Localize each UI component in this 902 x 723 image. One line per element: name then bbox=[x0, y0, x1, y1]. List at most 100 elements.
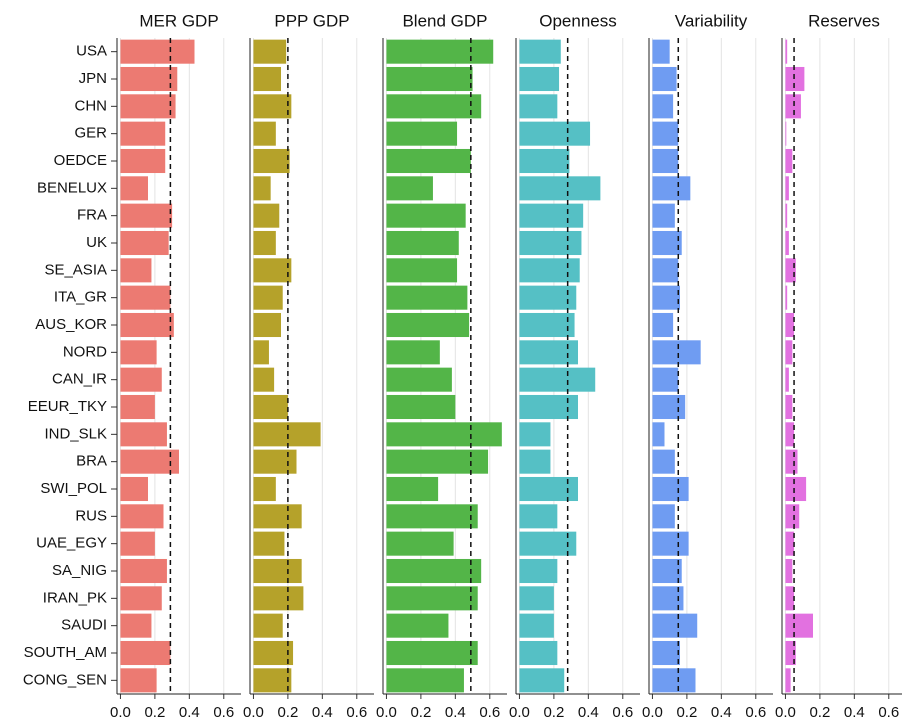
bar bbox=[785, 176, 789, 201]
bar bbox=[120, 39, 195, 64]
bar bbox=[386, 449, 489, 474]
x-tick-label: 0.0 bbox=[110, 704, 131, 721]
bar bbox=[519, 367, 596, 392]
bar bbox=[120, 422, 167, 447]
bar bbox=[519, 258, 580, 283]
bar bbox=[253, 258, 292, 283]
x-tick-label: 0.6 bbox=[479, 704, 500, 721]
y-tick-label: UK bbox=[86, 234, 107, 251]
bar bbox=[519, 39, 561, 64]
bar bbox=[785, 230, 789, 256]
y-tick-label: CAN_IR bbox=[52, 371, 107, 388]
bar bbox=[652, 531, 689, 556]
bar bbox=[120, 558, 167, 584]
bar bbox=[519, 203, 584, 228]
bar bbox=[785, 394, 793, 420]
bar bbox=[386, 394, 456, 420]
bar bbox=[386, 422, 502, 447]
bar bbox=[120, 258, 152, 283]
bar bbox=[386, 340, 440, 365]
bar bbox=[652, 121, 679, 146]
bar bbox=[652, 230, 682, 256]
bar bbox=[519, 394, 578, 420]
bar bbox=[652, 476, 689, 502]
bar bbox=[785, 640, 796, 666]
bar bbox=[652, 613, 698, 638]
bar bbox=[120, 531, 155, 556]
bar bbox=[253, 394, 288, 420]
bar bbox=[652, 394, 686, 420]
x-tick-label: 0.4 bbox=[711, 704, 732, 721]
bar bbox=[120, 586, 162, 611]
bar bbox=[386, 66, 473, 92]
bar bbox=[519, 613, 554, 638]
bar bbox=[120, 203, 173, 228]
bar bbox=[120, 668, 157, 693]
bar bbox=[120, 504, 164, 529]
y-tick-label: NORD bbox=[63, 343, 107, 360]
bar bbox=[253, 94, 292, 119]
y-tick-label: AUS_KOR bbox=[35, 316, 107, 333]
bar bbox=[519, 586, 554, 611]
y-tick-label: IRAN_PK bbox=[43, 589, 107, 606]
bar bbox=[120, 449, 179, 474]
bar bbox=[519, 449, 551, 474]
bar bbox=[519, 668, 565, 693]
x-tick-label: 0.4 bbox=[179, 704, 200, 721]
y-tick-label: JPN bbox=[79, 70, 107, 87]
bar bbox=[785, 285, 788, 310]
bar bbox=[519, 558, 558, 584]
bar bbox=[253, 176, 271, 201]
bar bbox=[386, 367, 452, 392]
bar bbox=[253, 312, 281, 338]
bar bbox=[386, 558, 482, 584]
bar bbox=[120, 285, 171, 310]
bar bbox=[253, 39, 287, 64]
bar bbox=[519, 476, 578, 502]
bar bbox=[253, 203, 280, 228]
bar bbox=[519, 230, 582, 256]
bar bbox=[253, 422, 321, 447]
bar bbox=[785, 312, 795, 338]
bar bbox=[519, 148, 570, 174]
y-tick-label: CONG_SEN bbox=[23, 671, 107, 688]
bar bbox=[785, 476, 807, 502]
bar bbox=[120, 640, 171, 666]
bar bbox=[785, 66, 805, 92]
y-tick-label: BRA bbox=[76, 453, 107, 470]
bar bbox=[386, 148, 471, 174]
panel-title: Blend GDP bbox=[402, 11, 487, 30]
bar bbox=[519, 422, 551, 447]
bar bbox=[652, 66, 677, 92]
bar bbox=[386, 230, 459, 256]
bar bbox=[253, 449, 297, 474]
bar bbox=[785, 94, 801, 119]
x-tick-label: 0.2 bbox=[543, 704, 564, 721]
x-tick-label: 0.4 bbox=[445, 704, 466, 721]
bar bbox=[519, 312, 575, 338]
bar bbox=[785, 422, 795, 447]
x-tick-label: 0.2 bbox=[676, 704, 697, 721]
x-tick-label: 0.0 bbox=[243, 704, 264, 721]
y-tick-label: FRA bbox=[77, 207, 107, 224]
bar bbox=[652, 668, 696, 693]
bar bbox=[652, 449, 675, 474]
bar bbox=[652, 367, 679, 392]
bar bbox=[120, 340, 157, 365]
bar bbox=[652, 340, 701, 365]
bar bbox=[386, 121, 458, 146]
bar bbox=[253, 586, 304, 611]
y-tick-label: BENELUX bbox=[37, 179, 107, 196]
bar bbox=[253, 640, 294, 666]
x-tick-label: 0.0 bbox=[509, 704, 530, 721]
bar bbox=[120, 230, 169, 256]
y-tick-label: UAE_EGY bbox=[36, 535, 107, 552]
bar bbox=[386, 504, 478, 529]
bar bbox=[253, 148, 290, 174]
x-tick-label: 0.0 bbox=[775, 704, 796, 721]
y-tick-label: SA_NIG bbox=[52, 562, 107, 579]
bar bbox=[785, 613, 813, 638]
bar bbox=[253, 230, 276, 256]
x-tick-label: 0.4 bbox=[844, 704, 865, 721]
